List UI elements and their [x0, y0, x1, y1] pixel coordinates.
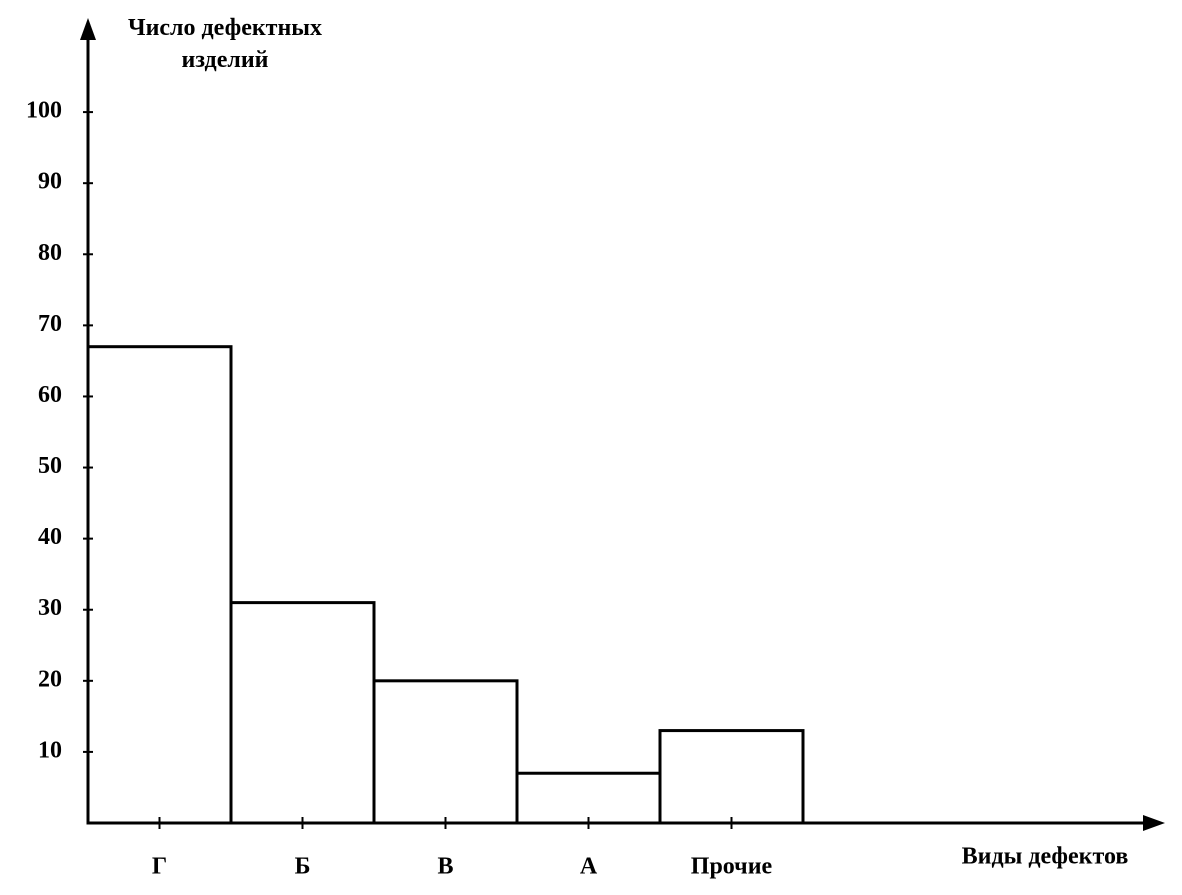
bar — [86, 345, 233, 825]
x-axis-arrow — [1143, 815, 1165, 831]
bar — [372, 679, 519, 825]
x-tick-label: Г — [152, 854, 167, 880]
y-tick-label: 40 — [38, 524, 62, 550]
x-axis-title: Виды дефектов — [962, 844, 1129, 870]
bar — [515, 771, 662, 825]
x-tick-label: В — [437, 854, 453, 880]
y-tick-label: 100 — [26, 98, 62, 124]
y-tick-label: 60 — [38, 382, 62, 408]
y-tick-label: 20 — [38, 666, 62, 692]
y-axis-title: Число дефектных изделий — [127, 15, 323, 73]
bar — [229, 601, 376, 825]
y-tick-label: 30 — [38, 595, 62, 621]
x-tick-label: Прочие — [691, 854, 773, 880]
y-tick-label: 90 — [38, 169, 62, 195]
x-tick-label: А — [580, 854, 598, 880]
y-tick-label: 70 — [38, 311, 62, 337]
y-tick-label: 50 — [38, 453, 62, 479]
x-tick-label: Б — [295, 854, 311, 880]
y-axis-arrow — [80, 18, 96, 40]
y-tick-label: 80 — [38, 240, 62, 266]
y-tick-label: 10 — [38, 737, 62, 763]
bar — [658, 729, 805, 825]
